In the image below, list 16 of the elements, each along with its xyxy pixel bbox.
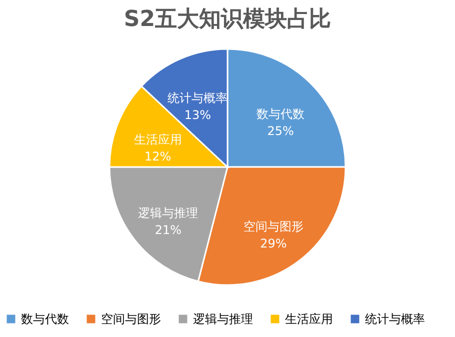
data-label: 29% [260, 236, 287, 250]
slice-label: 数与代数 [256, 106, 305, 121]
chart-title: S2五大知识模块占比 [124, 7, 332, 32]
legend-label: 统计与概率 [365, 312, 425, 326]
legend-label: 生活应用 [285, 312, 333, 326]
data-label: 13% [184, 108, 212, 122]
data-label: 12% [144, 149, 172, 164]
data-label: 25% [267, 124, 294, 138]
legend-label: 逻辑与推理 [193, 312, 253, 326]
slice-label: 统计与概率 [168, 91, 228, 106]
data-label: 21% [154, 222, 182, 237]
legend-label: 空间与图形 [101, 312, 161, 326]
slice-label: 空间与图形 [243, 219, 304, 234]
slice-label: 逻辑与推理 [138, 206, 198, 220]
legend-label: 数与代数 [21, 312, 69, 326]
slice-label: 生活应用 [134, 132, 182, 146]
